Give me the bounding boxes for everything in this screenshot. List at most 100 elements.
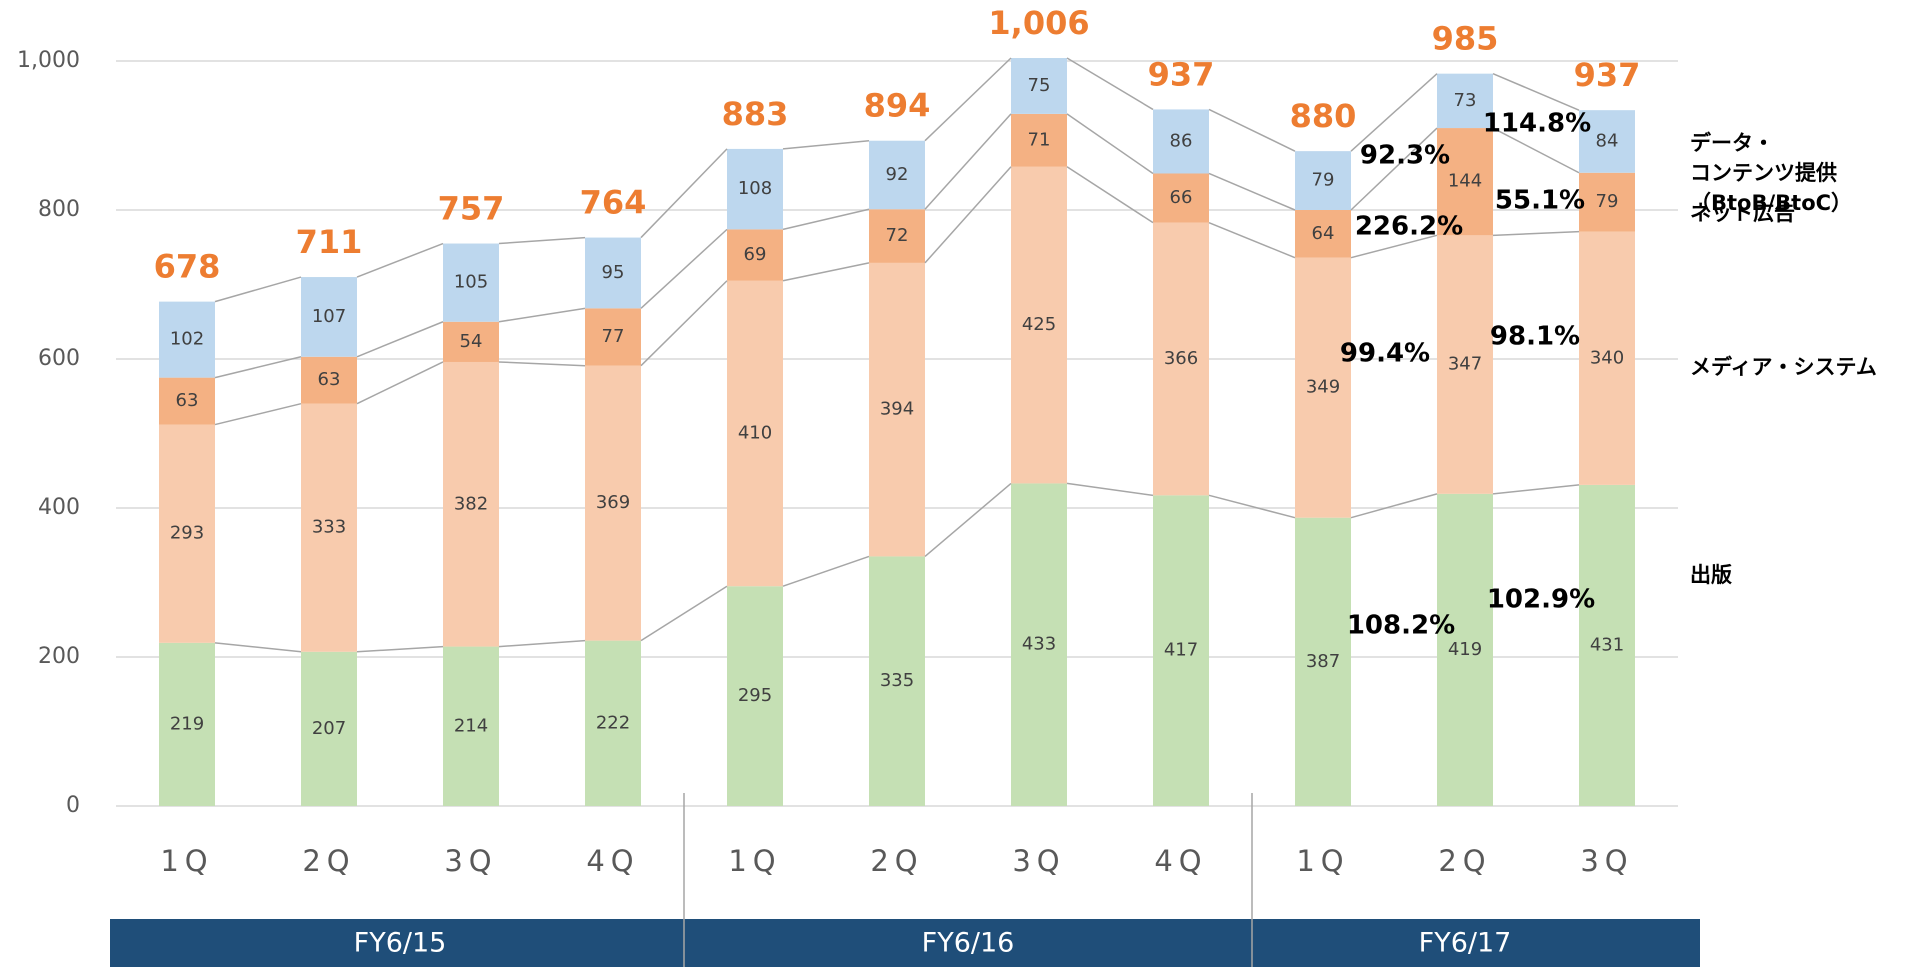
connector-line (1350, 73, 1438, 152)
segment-label: 108 (738, 178, 772, 199)
segment-label: 394 (880, 399, 914, 420)
bar-segment (1579, 172, 1635, 232)
bar-segment (1579, 484, 1635, 806)
x-tick-label: 3Q (1580, 844, 1633, 878)
segment-label: 72 (886, 225, 909, 246)
annotation: 226.2% (1355, 212, 1463, 242)
y-tick-label: 1,000 (17, 48, 80, 73)
segment-label: 71 (1028, 129, 1051, 150)
segment-label: 419 (1448, 639, 1482, 660)
connector-line (1350, 127, 1438, 211)
bar-segment (1437, 493, 1493, 806)
connector-line (640, 280, 728, 367)
bar-segment (869, 140, 925, 210)
total-label: 711 (296, 223, 363, 261)
segment-label: 64 (1312, 223, 1335, 244)
x-tick-label: 1Q (728, 844, 781, 878)
connector-line (1208, 221, 1296, 259)
total-label: 894 (864, 87, 931, 125)
annotation: 55.1% (1495, 186, 1585, 216)
group-label: FY6/16 (922, 928, 1015, 959)
connector-line (782, 262, 870, 282)
bar-segment (159, 424, 215, 643)
bar-segment (1153, 222, 1209, 496)
segment-label: 66 (1170, 187, 1193, 208)
segment-label: 207 (312, 718, 346, 739)
segment-label: 335 (880, 670, 914, 691)
segment-label: 369 (596, 492, 630, 513)
segment-label: 417 (1164, 640, 1198, 661)
segment-label: 54 (460, 331, 483, 352)
bar-segment (727, 586, 783, 806)
annotation: 92.3% (1360, 141, 1450, 171)
connector-line (1208, 108, 1296, 152)
bar-segment (869, 556, 925, 806)
y-tick-label: 400 (38, 495, 80, 520)
x-tick-label: 4Q (1154, 844, 1207, 878)
total-label: 678 (154, 248, 221, 286)
bar-segment (585, 308, 641, 366)
connector-line (1208, 494, 1296, 519)
segment-label: 79 (1312, 170, 1335, 191)
total-label: 764 (580, 184, 647, 222)
x-tick-label: 2Q (302, 844, 355, 878)
segment-label: 84 (1596, 130, 1619, 151)
bar-segment (1579, 231, 1635, 485)
bar-segment (1011, 483, 1067, 806)
bar-segment (443, 646, 499, 806)
segment-label: 293 (170, 523, 204, 544)
connector-line (640, 148, 728, 239)
segment-label: 333 (312, 517, 346, 538)
segment-label: 382 (454, 493, 488, 514)
group-label: FY6/15 (354, 928, 447, 959)
total-label: 1,006 (988, 4, 1089, 42)
segment-label: 77 (602, 326, 625, 347)
bar-segment (443, 321, 499, 362)
segment-label: 295 (738, 685, 772, 706)
segment-label: 102 (170, 329, 204, 350)
bar-segment (727, 280, 783, 587)
segment-label: 425 (1022, 314, 1056, 335)
total-label: 883 (722, 95, 789, 133)
segment-label: 433 (1022, 634, 1056, 655)
bar-segment (1153, 109, 1209, 174)
connector-line (1066, 113, 1154, 175)
segment-label: 340 (1590, 347, 1624, 368)
segment-label: 105 (454, 272, 488, 293)
bar-segment (443, 361, 499, 647)
bar-segment (1437, 235, 1493, 494)
legend-label: ネット広告 (1690, 201, 1795, 225)
connector-line (924, 166, 1012, 264)
total-label: 937 (1574, 56, 1641, 94)
connector-line (924, 57, 1012, 142)
legend-label: 出版 (1690, 563, 1732, 587)
annotation: 114.8% (1483, 109, 1591, 139)
total-label: 757 (438, 190, 505, 228)
group-label: FY6/17 (1419, 928, 1512, 959)
legend-label: データ・ コンテンツ提供 （BtoB/BtoC） (1690, 131, 1853, 215)
x-tick-label: 2Q (1438, 844, 1491, 878)
bar-segment (869, 209, 925, 263)
connector-line (640, 228, 728, 309)
connector-line (1492, 230, 1580, 237)
segment-label: 95 (602, 262, 625, 283)
connector-line (214, 276, 302, 303)
connector-line (1492, 72, 1580, 111)
segment-label: 92 (886, 164, 909, 185)
connector-line (498, 236, 586, 245)
bar-segment (1295, 517, 1351, 806)
segment-label: 63 (176, 390, 199, 411)
connector-line (356, 645, 444, 653)
bar-segment (1437, 128, 1493, 236)
bar-segment (159, 642, 215, 806)
connector-line (214, 402, 302, 426)
connector-line (356, 321, 444, 358)
connector-line (1350, 234, 1438, 259)
segment-label: 219 (170, 713, 204, 734)
x-tick-label: 2Q (870, 844, 923, 878)
connector-line (924, 113, 1012, 210)
bar-segment (1011, 113, 1067, 167)
connector-line (1066, 482, 1154, 497)
